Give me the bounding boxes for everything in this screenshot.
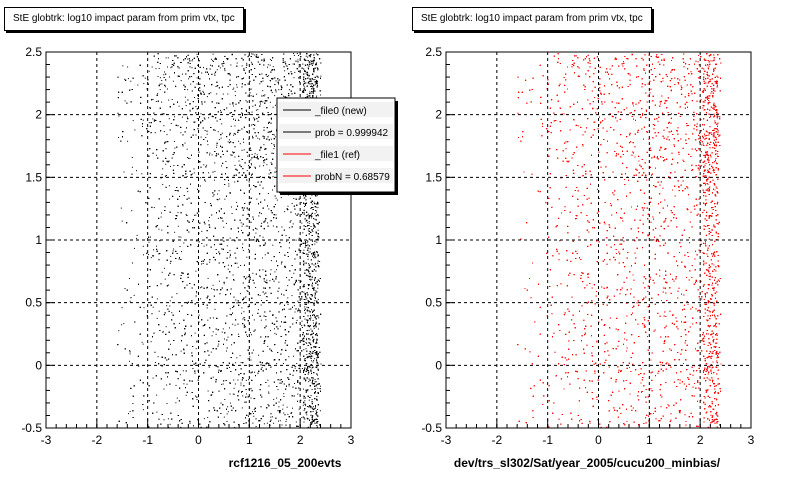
legend-entry-bg (279, 124, 393, 139)
y-tick-label: 1 (35, 233, 42, 247)
x-tick-label: -2 (91, 433, 102, 447)
legend: _file0 (new) prob = 0.999942 _file1 (ref) p… (276, 97, 398, 195)
y-tick-label: 0.5 (425, 296, 442, 310)
x-tick-label: 0 (195, 433, 202, 447)
x-tick-label: 1 (646, 433, 653, 447)
y-tick-label: 0 (35, 358, 42, 372)
legend-entry-bg (279, 102, 393, 117)
chart-right: -3 -2 -1 0 1 2 3 -0.5 0 0.5 1 1.5 2 2.5 dev/trs_sl302/… (421, 45, 754, 470)
grid (446, 52, 751, 428)
legend-entry-bg (279, 146, 393, 161)
legend-label: probN = 0.68579 (315, 172, 390, 183)
x-tick-label: 1 (246, 433, 253, 447)
legend-label: _file0 (new) (314, 106, 367, 117)
y-tick-label: 2 (35, 108, 42, 122)
x-tick-label: -3 (441, 433, 452, 447)
y-tick-label: 0 (435, 358, 442, 372)
legend-entry-bg (279, 168, 393, 183)
x-tick-label: 2 (297, 433, 304, 447)
y-tick-label: -0.5 (21, 421, 42, 435)
x-tick-label: -1 (542, 433, 553, 447)
x-axis-label: dev/trs_sl302/Sat/year_2005/cucu200_minb… (454, 456, 721, 470)
legend-label: prob = 0.999942 (315, 128, 389, 139)
x-tick-label: 2 (697, 433, 704, 447)
x-tick-label: -3 (41, 433, 52, 447)
x-tick-label: 3 (748, 433, 755, 447)
chart-left: -3 -2 -1 0 1 2 3 -0.5 0 0.5 1 1.5 2 2.5 rcf1216_05_200… (21, 45, 398, 470)
y-tick-label: 2 (435, 108, 442, 122)
y-tick-label: 2.5 (25, 45, 42, 59)
x-tick-label: 0 (595, 433, 602, 447)
scatter-points (517, 53, 722, 428)
y-tick-label: -0.5 (421, 421, 442, 435)
legend-label: _file1 (ref) (314, 150, 360, 161)
y-tick-label: 2.5 (425, 45, 442, 59)
right-chart-title: StE globtrk: log10 impact param from pri… (412, 7, 652, 31)
y-tick-label: 1.5 (25, 170, 42, 184)
y-tick-label: 0.5 (25, 296, 42, 310)
x-tick-label: -2 (491, 433, 502, 447)
y-tick-label: 1.5 (425, 170, 442, 184)
x-axis-label: rcf1216_05_200evts (229, 456, 342, 470)
x-tick-label: 3 (348, 433, 355, 447)
left-chart-title: StE globtrk: log10 impact param from pri… (4, 7, 244, 31)
x-tick-label: -1 (142, 433, 153, 447)
y-tick-label: 1 (435, 233, 442, 247)
